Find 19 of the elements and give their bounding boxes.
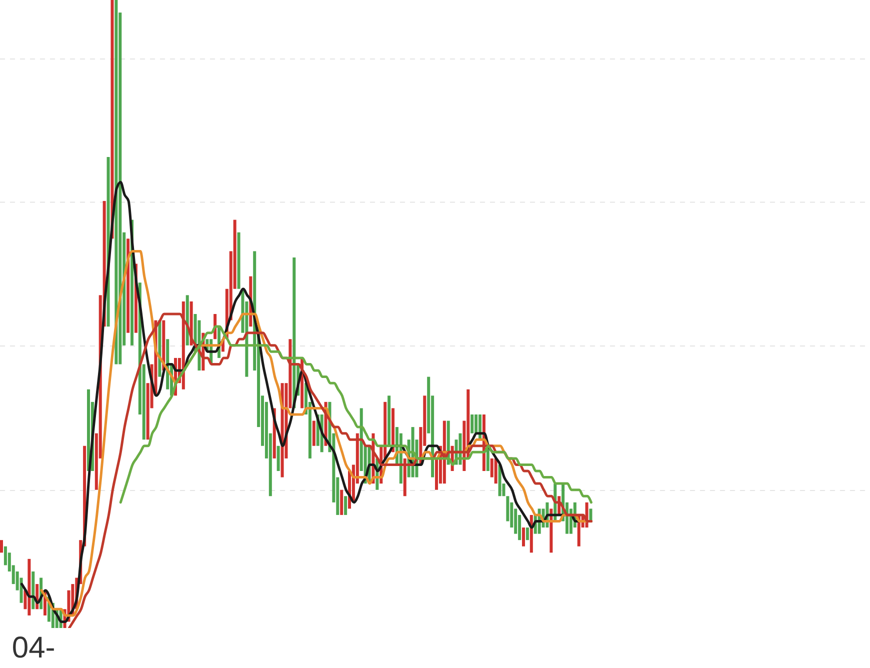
candlestick: [344, 496, 348, 515]
candlestick: [470, 414, 474, 434]
candlestick: [87, 389, 90, 471]
candlestick: [392, 408, 394, 452]
candlestick: [340, 490, 344, 515]
candlestick: [312, 420, 316, 446]
candlestick: [522, 528, 525, 546]
candlestick: [388, 396, 391, 446]
candlestick: [110, 0, 114, 239]
candlestick: [494, 458, 498, 484]
candlestick: [526, 528, 529, 540]
candlestick: [276, 446, 280, 471]
candlestick: [28, 558, 31, 616]
candlestick: [114, 0, 118, 364]
candlestick: [237, 232, 240, 289]
x-tick-label: 04-: [12, 631, 56, 664]
candlestick: [32, 571, 35, 610]
candlestick: [0, 540, 3, 553]
candlestick: [403, 458, 406, 496]
